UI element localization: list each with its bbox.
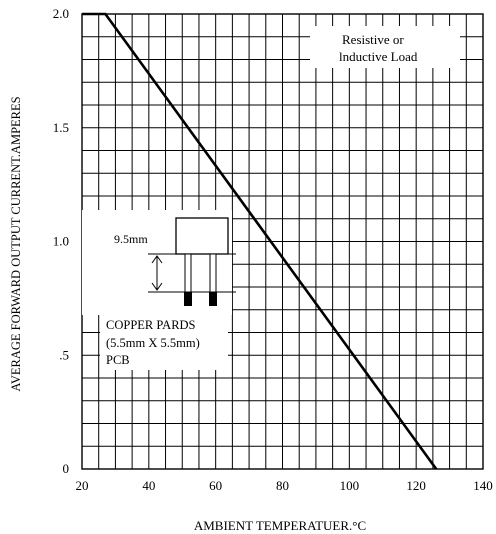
copper-pad-right xyxy=(209,292,217,306)
x-tick-label: 60 xyxy=(209,478,222,493)
dimension-label: 9.5mm xyxy=(114,232,148,246)
y-axis-title: AVERAGE FORWARD OUTPUT CURRENT.AMPERES xyxy=(9,96,23,391)
x-tick-label: 80 xyxy=(276,478,289,493)
component-lead-left xyxy=(184,253,192,293)
series-line xyxy=(82,12,438,470)
load-note-background xyxy=(310,26,460,68)
dimension-arrow-up-icon xyxy=(151,255,163,264)
pcb-note-line-3: PCB xyxy=(106,353,130,367)
dimension-arrow-down-icon xyxy=(151,282,163,291)
load-note: Resistive or lnductive Load xyxy=(310,26,460,68)
grid xyxy=(81,13,484,470)
component-body xyxy=(175,217,229,255)
component-inset: 9.5mm xyxy=(82,210,236,315)
x-tick-label: 20 xyxy=(76,478,89,493)
x-tick-label: 40 xyxy=(142,478,155,493)
copper-pad-left xyxy=(184,292,192,306)
x-tick-label: 140 xyxy=(473,478,493,493)
x-tick-label: 100 xyxy=(340,478,360,493)
load-note-line-1: Resistive or xyxy=(342,32,404,47)
y-tick-label: 1.5 xyxy=(53,120,69,135)
pcb-note: COPPER PARDS (5.5mm X 5.5mm) PCB xyxy=(100,314,228,370)
y-tick-label: 1.0 xyxy=(53,234,69,249)
component-lead-right xyxy=(209,253,217,293)
x-tick-label: 120 xyxy=(406,478,426,493)
load-note-line-2: lnductive Load xyxy=(339,49,418,64)
y-tick-label: 2.0 xyxy=(53,6,69,21)
y-tick-label: 0 xyxy=(63,461,70,476)
pcb-note-line-2: (5.5mm X 5.5mm) xyxy=(106,336,200,350)
pcb-note-background xyxy=(100,314,228,370)
tick-labels: 20 40 60 80 100 120 140 0 .5 1.0 1.5 2.0 xyxy=(53,6,493,493)
x-axis-title: AMBIENT TEMPERATUER.°C xyxy=(194,518,366,533)
series-layer xyxy=(82,12,438,470)
pcb-note-line-1: COPPER PARDS xyxy=(106,318,196,332)
y-tick-label: .5 xyxy=(59,347,69,362)
